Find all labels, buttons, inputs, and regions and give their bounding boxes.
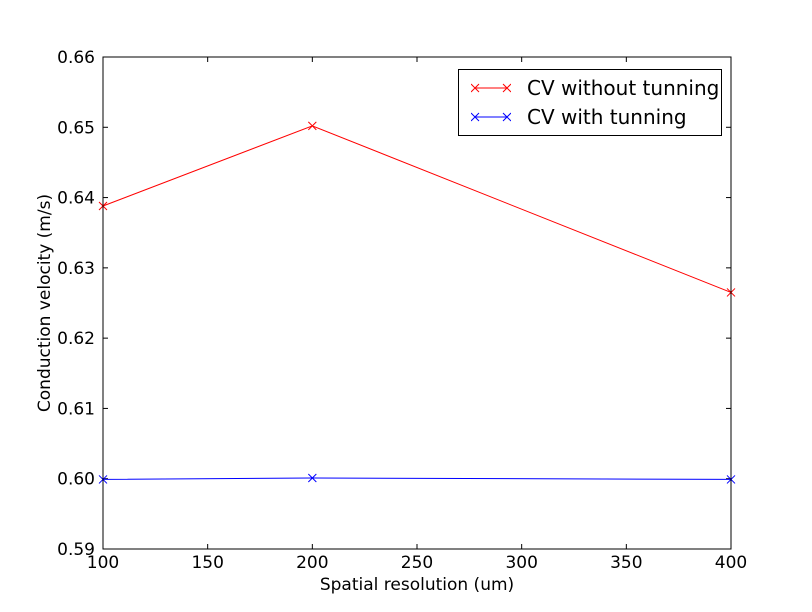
y-tick-label: 0.59	[57, 540, 95, 560]
x-axis-label: Spatial resolution (um)	[320, 575, 514, 595]
series-marker-x	[307, 121, 317, 131]
x-tick-label: 400	[715, 553, 747, 573]
y-axis-label: Conduction velocity (m/s)	[35, 194, 55, 412]
x-tick-label: 250	[401, 553, 433, 573]
y-tick-label: 0.62	[57, 329, 95, 349]
y-tick-label: 0.66	[57, 48, 95, 68]
series-line-1	[102, 477, 732, 480]
x-tick-label: 350	[610, 553, 642, 573]
x-tick-label: 300	[505, 553, 537, 573]
series-line-0	[102, 125, 732, 293]
x-tick-label: 100	[87, 553, 119, 573]
y-tick-label: 0.64	[57, 189, 95, 209]
y-tick-label: 0.61	[57, 399, 95, 419]
legend: CV without tunning CV with tunning	[458, 69, 722, 136]
legend-label: CV with tunning	[527, 105, 687, 130]
y-tick-label: 0.65	[57, 118, 95, 138]
legend-line-sample-red	[471, 83, 511, 93]
legend-item-cv-without-tunning: CV without tunning	[467, 76, 719, 100]
legend-line-sample-blue	[471, 112, 511, 122]
x-tick-label: 150	[191, 553, 223, 573]
legend-label: CV without tunning	[527, 75, 720, 100]
y-tick-label: 0.63	[57, 259, 95, 279]
x-tick-label: 200	[296, 553, 328, 573]
plot-frame	[102, 56, 732, 550]
series-marker-x	[307, 473, 317, 483]
legend-item-cv-with-tunning: CV with tunning	[467, 105, 713, 129]
plot-render: 100 150 200 250 300 350 400 0.59 0.60 0.61 0.62 0.6…	[57, 48, 747, 573]
y-tick-label: 0.60	[57, 470, 95, 490]
